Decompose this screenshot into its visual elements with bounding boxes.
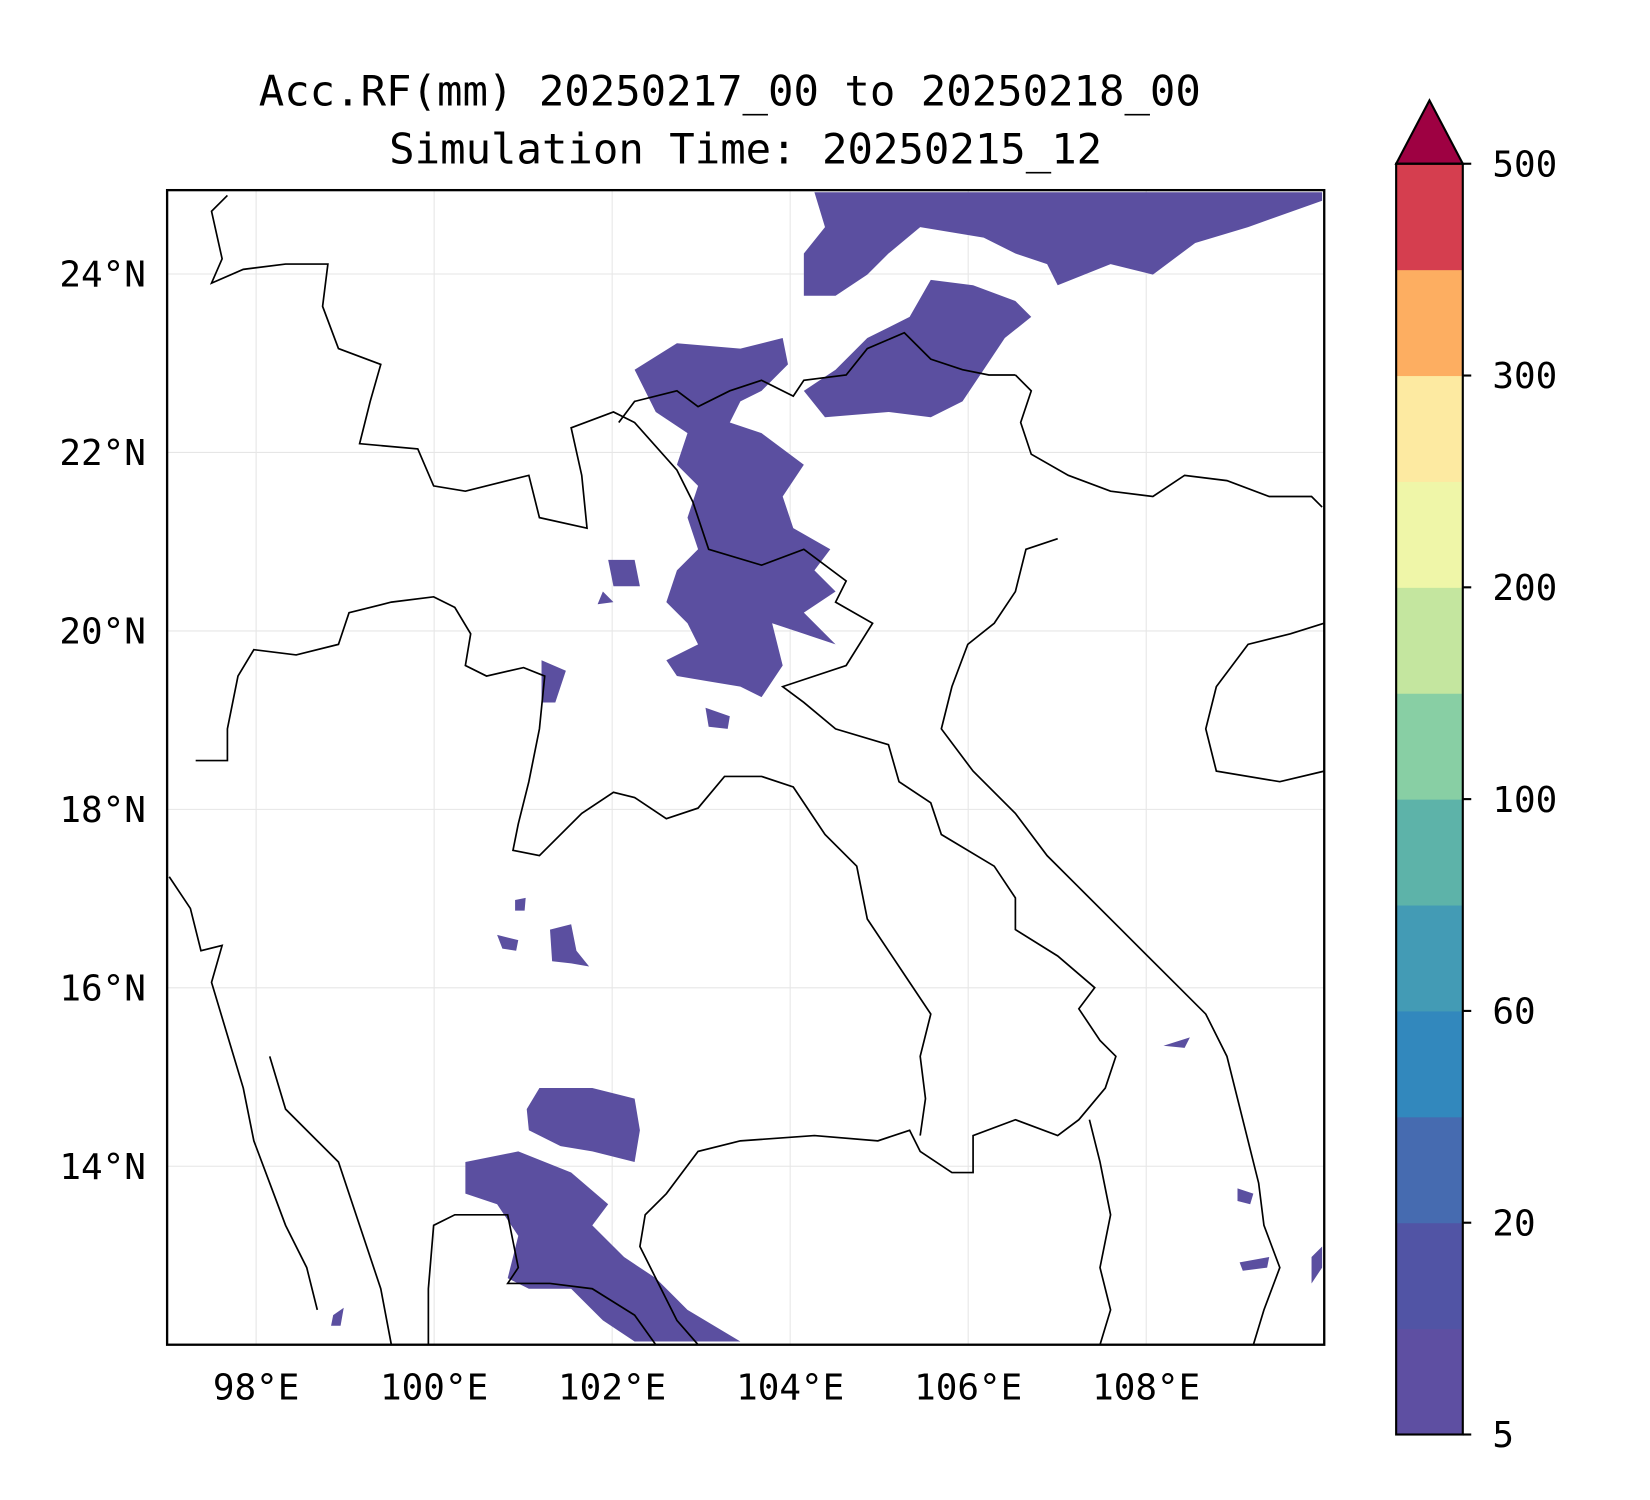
colorbar-extend-arrow [1394,98,1465,165]
rainfall-areas [331,192,1323,1342]
y-tick-label: 18°N [59,790,146,831]
title-line2: Simulation Time: 20250215_12 [389,125,1102,174]
rain-area-north-laos-2 [597,559,640,605]
x-tick-label: 104°E [736,1368,844,1409]
coastlines-and-borders [168,194,1325,1345]
rain-area-north-laos [634,338,836,698]
axis-ticks: 98°E 100°E 102°E 104°E 106°E 108°E 14°N 16°N 18°… [59,255,1200,1409]
colorbar-segment [1396,375,1463,482]
colorbar-tick-label: 300 [1492,356,1557,397]
x-tick-label: 108°E [1092,1368,1200,1409]
thailand-interior-coast [268,1056,657,1345]
colorbar-segment [1396,1222,1463,1330]
colorbar-tick-label: 60 [1492,992,1535,1033]
y-tick-label: 14°N [59,1147,146,1188]
map-frame [165,188,1326,1346]
laos-thailand-border [168,595,932,1311]
y-tick-label: 24°N [59,255,146,296]
x-tick-label: 98°E [213,1368,300,1409]
rain-area-isan [497,897,590,967]
colorbar-segment [1396,693,1463,800]
y-tick-label: 22°N [59,433,146,474]
rain-area-mekong [705,707,730,729]
x-tick-label: 102°E [558,1368,666,1409]
colorbar-segment [1396,799,1463,906]
y-tick-label: 20°N [59,612,146,653]
gridlines [167,190,1325,1345]
rain-area-south-china [803,192,1323,296]
colorbar-tick-label: 100 [1492,780,1557,821]
colorbar-tick-label: 200 [1492,568,1557,609]
rain-area-laos-small [541,660,566,703]
colorbar-segment [1396,269,1463,377]
title-line1: Acc.RF(mm) 20250217_00 to 20250218_00 [259,67,1201,116]
rain-area-yunnan-border [803,279,1032,418]
colorbar-segment [1396,481,1463,588]
colorbar-segment [1396,1010,1463,1118]
rain-area-cambodia [526,1088,640,1162]
rain-area-gulf-thailand [465,1151,741,1342]
map-area [168,192,1325,1345]
colorbar-segment [1396,1116,1463,1224]
thailand-myanmar-border [209,194,1117,1345]
colorbar-tick-label: 500 [1492,144,1557,185]
x-tick-label: 100°E [380,1368,488,1409]
x-tick-label: 106°E [914,1368,1022,1409]
colorbar-segment [1396,163,1463,271]
colorbar-segment [1396,1328,1463,1436]
colorbar-tick-label: 20 [1492,1203,1535,1244]
colorbar: 5 20 60 100 200 300 500 [1394,98,1557,1456]
colorbar-segment [1396,905,1463,1012]
vietnam-coast [940,374,1325,1345]
colorbar-segment [1396,587,1463,694]
y-tick-label: 16°N [59,969,146,1010]
china-border [618,331,1112,1345]
colorbar-tick-label: 5 [1492,1415,1514,1456]
